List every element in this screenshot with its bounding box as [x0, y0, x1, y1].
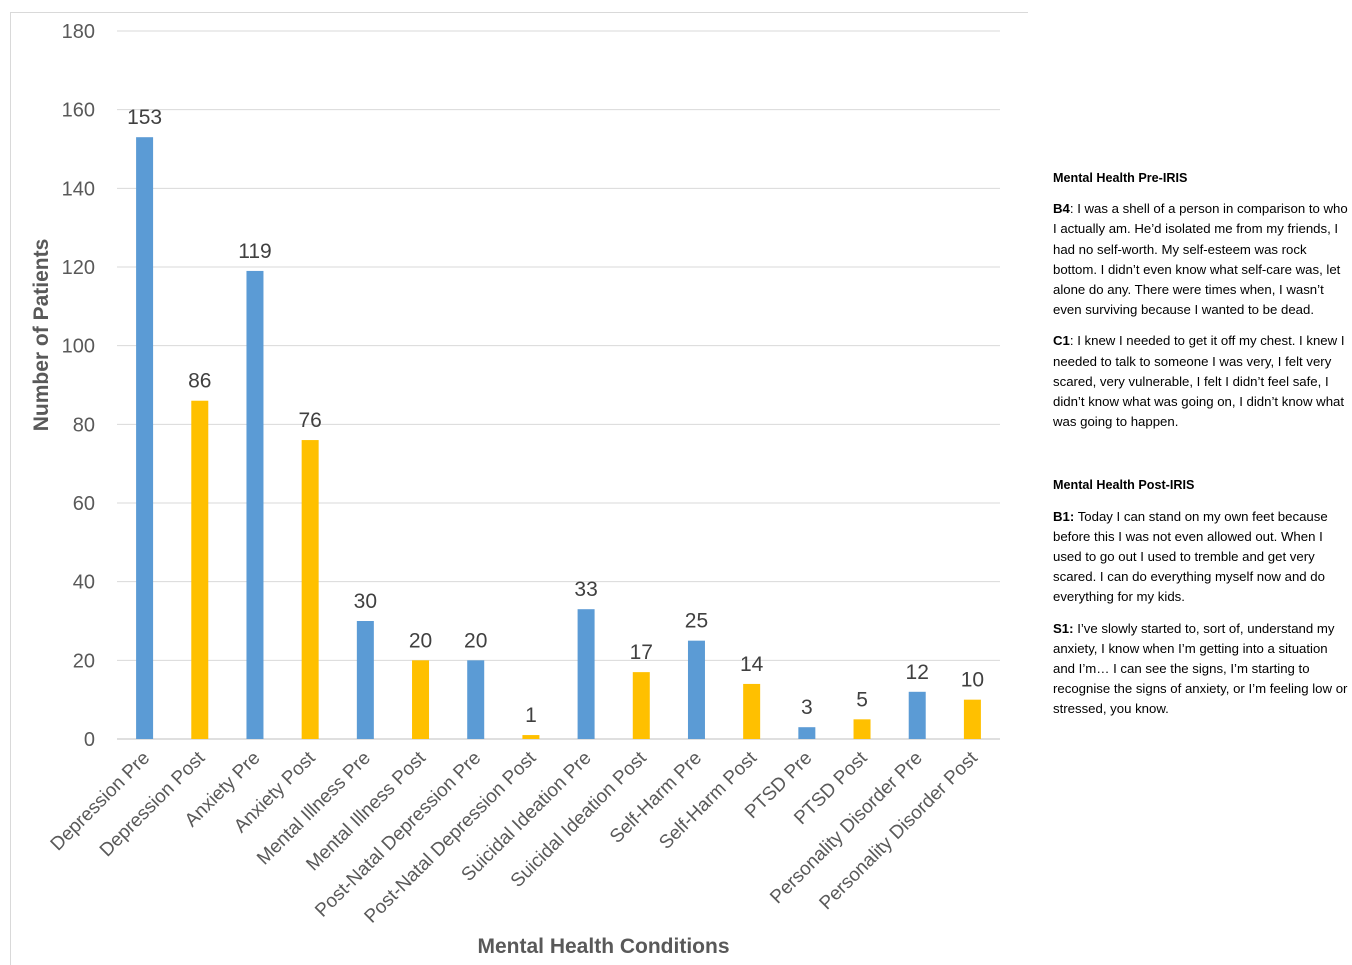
data-label: 3	[801, 696, 813, 719]
bar	[412, 660, 430, 739]
bar	[743, 683, 761, 739]
data-label: 119	[238, 240, 271, 263]
data-label: 86	[188, 370, 211, 393]
data-label: 20	[464, 629, 487, 652]
quotes-panel: Mental Health Pre-IRIS B4: I was a shell…	[1053, 168, 1349, 731]
y-tick-label: 160	[62, 100, 95, 122]
y-tick-label: 60	[73, 493, 95, 515]
y-tick-label: 0	[84, 729, 95, 751]
y-tick-label: 120	[62, 257, 95, 279]
quote-id: B1:	[1053, 508, 1075, 524]
bar	[963, 699, 981, 739]
bar	[577, 609, 595, 739]
y-tick-label: 80	[73, 414, 95, 436]
bar	[301, 440, 319, 739]
bar	[136, 137, 154, 739]
y-tick-label: 140	[62, 178, 95, 200]
quote-c1: C1: I knew I needed to get it off my che…	[1053, 333, 1345, 430]
data-label: 76	[298, 409, 321, 432]
data-label: 10	[961, 669, 984, 692]
quote-id: S1:	[1053, 620, 1074, 636]
bar	[356, 621, 374, 739]
data-label: 17	[630, 641, 653, 664]
bar	[687, 640, 705, 739]
quote-id: B4	[1053, 201, 1070, 217]
y-tick-label: 40	[73, 572, 95, 594]
data-label: 5	[856, 688, 868, 711]
bar	[467, 660, 485, 739]
chart-frame	[10, 12, 1028, 965]
quote-text: Today I can stand on my own feet because…	[1053, 508, 1328, 605]
y-tick-label: 100	[62, 336, 95, 358]
quote-text: I’ve slowly started to, sort of, underst…	[1053, 620, 1348, 717]
quote-s1: S1: I’ve slowly started to, sort of, und…	[1053, 619, 1349, 720]
data-label: 14	[740, 653, 764, 676]
quote-id: C1	[1053, 333, 1070, 349]
data-label: 20	[409, 629, 432, 652]
pre-iris-heading: Mental Health Pre-IRIS	[1053, 171, 1188, 185]
x-tick-label: Depression Pre	[47, 748, 154, 855]
bar	[522, 735, 540, 739]
bar	[853, 719, 871, 739]
data-label: 30	[354, 590, 377, 613]
data-label: 33	[574, 578, 597, 601]
quote-text: I was a shell of a person in comparison …	[1053, 201, 1348, 318]
bar	[191, 400, 209, 739]
bar	[908, 691, 926, 739]
data-label: 153	[127, 106, 162, 129]
y-tick-label: 20	[73, 650, 95, 672]
quote-b4: B4: I was a shell of a person in compari…	[1053, 201, 1348, 318]
quote-b1: B1: Today I can stand on my own feet bec…	[1053, 507, 1349, 608]
bar	[246, 270, 264, 739]
data-label: 12	[906, 661, 929, 684]
data-label: 25	[685, 610, 708, 633]
y-tick-label: 180	[62, 21, 95, 43]
bar	[632, 672, 650, 739]
data-label: 1	[525, 704, 537, 727]
y-axis-title: Number of Patients	[30, 239, 53, 432]
bar	[798, 727, 816, 739]
x-tick-label: Self-Harm Post	[655, 747, 761, 853]
x-axis-title: Mental Health Conditions	[478, 935, 730, 958]
quote-text: I knew I needed to get it off my chest. …	[1053, 333, 1345, 430]
post-iris-heading: Mental Health Post-IRIS	[1053, 478, 1195, 493]
